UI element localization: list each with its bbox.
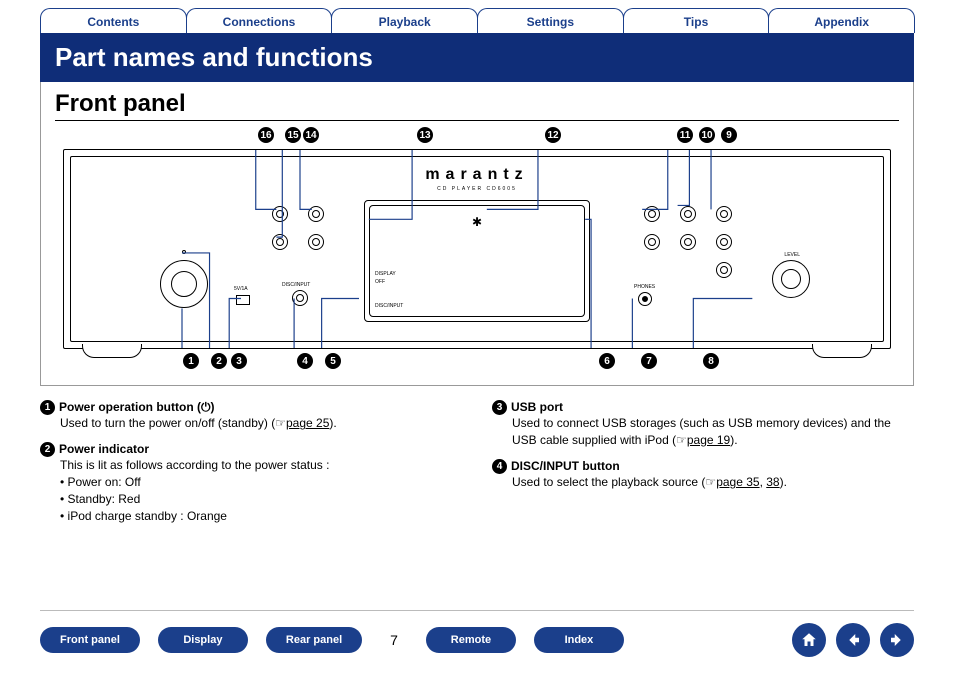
disc-tray: ✱ DISPLAY OFF DISC/INPUT	[364, 200, 590, 322]
link-page25[interactable]: page 25	[286, 416, 329, 430]
page-title: Part names and functions	[40, 33, 914, 82]
callout-2: 2	[211, 353, 227, 369]
callout-6: 6	[599, 353, 615, 369]
desc-3-title: USB port	[511, 400, 563, 414]
brand-logo: marantz	[425, 166, 528, 184]
btn-front-panel[interactable]: Front panel	[40, 627, 140, 653]
next-icon[interactable]	[880, 623, 914, 657]
btn-rear-panel[interactable]: Rear panel	[266, 627, 362, 653]
callout-15: 15	[285, 127, 301, 143]
front-panel-diagram: marantz CD PLAYER CD6005 ✱ DISPLAY OFF D…	[63, 149, 891, 349]
top-callouts: 16 1514 13 12 11 10 9	[63, 127, 891, 149]
callout-4: 4	[297, 353, 313, 369]
page-number: 7	[380, 632, 408, 648]
desc-1-title: Power operation button (⏻)	[59, 400, 214, 414]
tab-contents[interactable]: Contents	[40, 8, 187, 33]
home-icon[interactable]	[792, 623, 826, 657]
tab-tips[interactable]: Tips	[623, 8, 770, 33]
level-knob	[772, 260, 810, 298]
link-page35[interactable]: page 35	[716, 475, 759, 489]
tab-connections[interactable]: Connections	[186, 8, 333, 33]
tab-settings[interactable]: Settings	[477, 8, 624, 33]
callout-3: 3	[231, 353, 247, 369]
btn-index[interactable]: Index	[534, 627, 624, 653]
phones-jack	[638, 292, 652, 306]
link-page19[interactable]: page 19	[687, 433, 730, 447]
tab-appendix[interactable]: Appendix	[768, 8, 915, 33]
usb-port	[236, 295, 250, 305]
brand-model: CD PLAYER CD6005	[437, 186, 517, 192]
section-subhead: Front panel	[55, 90, 899, 121]
desc-4-title: DISC/INPUT button	[511, 459, 620, 473]
desc-2-title: Power indicator	[59, 442, 149, 456]
callout-14: 14	[303, 127, 319, 143]
footer-nav: Front panel Display Rear panel 7 Remote …	[0, 623, 954, 657]
disc-input-btn	[292, 290, 308, 306]
callout-9: 9	[721, 127, 737, 143]
front-panel-section: Front panel 161514131211109 marantz CD P…	[40, 82, 914, 386]
callout-11: 11	[677, 127, 693, 143]
tab-playback[interactable]: Playback	[331, 8, 478, 33]
descriptions: 1Power operation button (⏻) Used to turn…	[40, 400, 914, 535]
callout-10: 10	[699, 127, 715, 143]
callout-12: 12	[545, 127, 561, 143]
bottom-callouts: 123 45 6 7 8	[63, 349, 891, 371]
top-tabs: Contents Connections Playback Settings T…	[0, 0, 954, 33]
btn-display[interactable]: Display	[158, 627, 248, 653]
power-button	[160, 260, 208, 308]
link-page38[interactable]: 38	[766, 475, 779, 489]
callout-5: 5	[325, 353, 341, 369]
callout-13: 13	[417, 127, 433, 143]
prev-icon[interactable]	[836, 623, 870, 657]
power-led	[182, 250, 186, 254]
callout-7: 7	[641, 353, 657, 369]
callout-16: 16	[258, 127, 274, 143]
callout-8: 8	[703, 353, 719, 369]
btn-remote[interactable]: Remote	[426, 627, 516, 653]
callout-1: 1	[183, 353, 199, 369]
